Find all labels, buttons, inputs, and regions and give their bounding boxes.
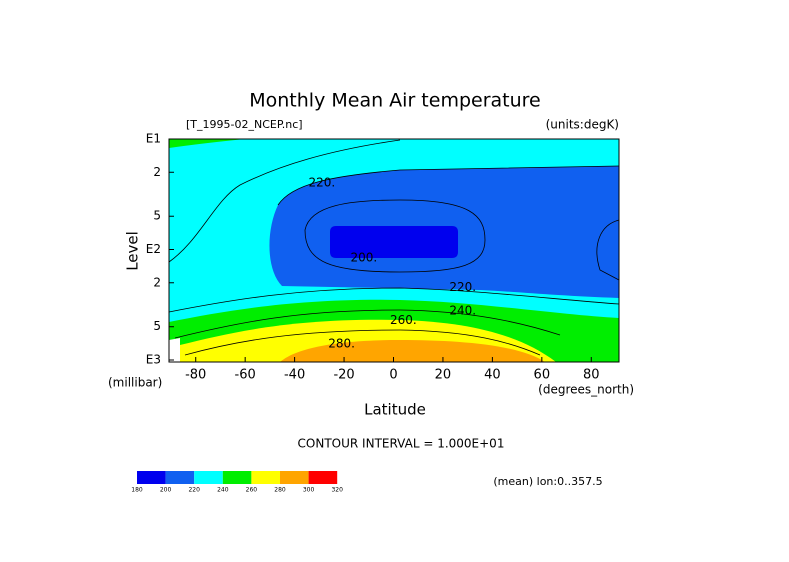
units-label: (units:degK) — [546, 118, 619, 132]
colorbar-label: 260 — [246, 487, 258, 494]
colorbar-label: 320 — [331, 487, 343, 494]
y-tick-label: E3 — [146, 353, 161, 367]
x-unit-label: (degrees_north) — [538, 383, 634, 397]
x-tick-label: 20 — [435, 368, 452, 383]
colorbar-swatch — [308, 471, 338, 484]
contour-line — [277, 165, 620, 206]
contour-line — [168, 139, 401, 263]
x-tick-label: 60 — [534, 368, 551, 383]
y-tick-label: 2 — [153, 165, 161, 179]
band-280 — [280, 340, 545, 362]
missing-area — [169, 338, 180, 362]
y-tick-label: 5 — [153, 319, 161, 333]
band-180 — [330, 226, 458, 258]
colorbar-swatch — [194, 471, 223, 484]
colorbar-label: 200 — [160, 487, 172, 494]
contour-label: 260. — [390, 313, 417, 327]
x-tick-label: 0 — [389, 368, 397, 383]
colorbar-swatch — [165, 471, 195, 484]
y-tick-label: 2 — [153, 275, 161, 289]
colorbar-label: 220 — [188, 487, 200, 494]
contour-interval: CONTOUR INTERVAL = 1.000E+01 — [298, 437, 505, 451]
footnote: (mean) lon:0..357.5 — [493, 475, 602, 488]
contour-label: 200. — [350, 251, 377, 265]
colorbar-swatch — [251, 471, 280, 484]
colorbar-label: 180 — [131, 487, 143, 494]
contour-label: 220. — [449, 280, 476, 294]
colorbar-label: 280 — [274, 487, 286, 494]
y-tick-label: E1 — [146, 132, 161, 146]
x-tick-label: -40 — [284, 368, 305, 383]
colorbar-label: 300 — [303, 487, 315, 494]
contour-label: 240. — [449, 303, 476, 317]
x-tick-label: -60 — [235, 368, 256, 383]
chart-title: Monthly Mean Air temperature — [249, 90, 540, 112]
x-tick-label: -20 — [333, 368, 354, 383]
source-label: [T_1995-02_NCEP.nc] — [186, 118, 303, 131]
x-tick-label: -80 — [185, 368, 206, 383]
contour-field — [168, 139, 620, 362]
x-tick-label: 80 — [583, 368, 600, 383]
contour-label: 220. — [308, 175, 335, 189]
y-tick-label: E2 — [146, 242, 161, 256]
band-240 — [169, 139, 245, 148]
contour-label: 280. — [328, 337, 355, 351]
contour-line — [168, 287, 620, 313]
contour-line — [174, 309, 561, 339]
colorbar-label: 240 — [217, 487, 229, 494]
contour-line — [304, 199, 486, 273]
x-axis-label: Latitude — [364, 401, 426, 419]
colorbar-swatch — [222, 471, 252, 484]
contour-line — [596, 219, 620, 281]
y-tick-label: 5 — [153, 209, 161, 223]
y-unit-label: (millibar) — [108, 376, 162, 390]
contour-line — [184, 329, 541, 356]
y-axis-label: Level — [124, 231, 142, 271]
x-tick-label: 40 — [484, 368, 501, 383]
colorbar-swatch — [280, 471, 309, 484]
colorbar-swatch — [137, 471, 166, 484]
